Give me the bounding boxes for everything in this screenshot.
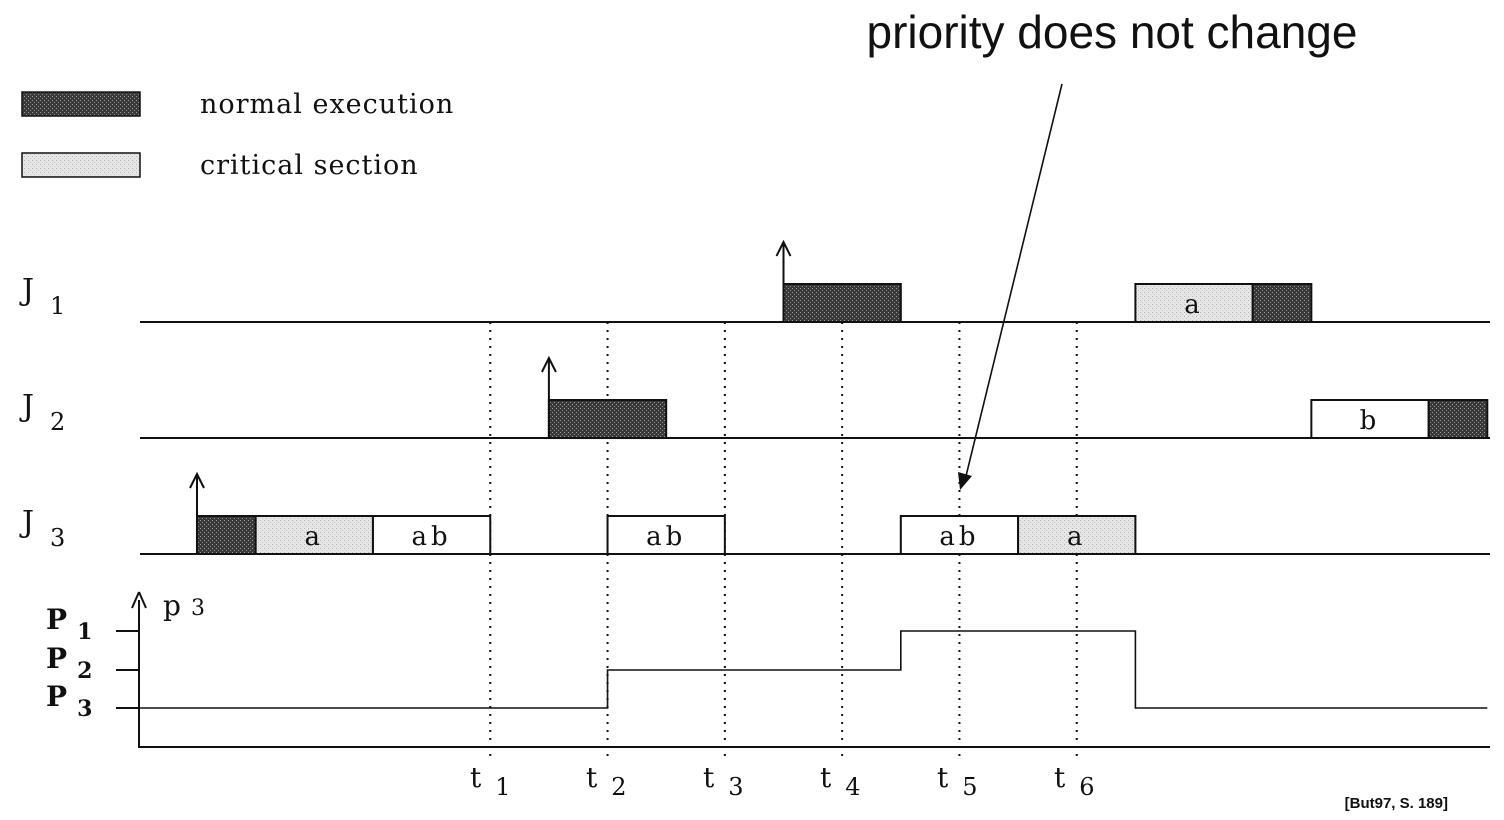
priority-step-line bbox=[138, 630, 1488, 709]
segment-job3-normal bbox=[196, 515, 257, 555]
segment-job2-plain bbox=[1310, 399, 1430, 439]
arrival-arrow-icon bbox=[189, 471, 205, 554]
segment-job3-plain bbox=[371, 515, 492, 555]
arrival-arrows bbox=[189, 239, 792, 554]
segment-job3-critical bbox=[1017, 515, 1137, 555]
segment-label: ab bbox=[646, 522, 686, 552]
segment-label: a bbox=[1067, 522, 1087, 552]
execution-segments: aba ab ab ab a bbox=[196, 283, 1489, 555]
segment-label: ab bbox=[939, 522, 979, 552]
segment-label: b bbox=[1360, 406, 1381, 436]
legend-label-critical: critical section bbox=[200, 150, 419, 181]
callout-title: priority does not change bbox=[867, 6, 1358, 58]
arrival-arrow-icon bbox=[775, 239, 792, 322]
segment-job3-plain bbox=[899, 515, 1020, 555]
segment-job2-normal bbox=[547, 399, 668, 439]
citation: [But97, S. 189] bbox=[1345, 795, 1448, 812]
priority-axis-arrow-icon bbox=[131, 591, 147, 609]
segment-job1-critical bbox=[1134, 283, 1254, 323]
segment-job3-critical bbox=[254, 515, 374, 555]
legend-swatch-normal bbox=[21, 91, 141, 117]
callout-arrowhead bbox=[958, 472, 972, 490]
legend: normal execution critical section bbox=[21, 89, 454, 181]
segment-job2-normal bbox=[1427, 399, 1489, 439]
segment-job3-plain bbox=[606, 515, 726, 555]
segment-label: ab bbox=[412, 522, 452, 552]
arrival-arrow-icon bbox=[541, 355, 557, 438]
segment-label: a bbox=[305, 522, 325, 552]
legend-label-normal: normal execution bbox=[200, 89, 454, 120]
segment-job1-normal bbox=[782, 283, 902, 323]
legend-swatch-critical bbox=[21, 152, 141, 178]
priority-p3-trace bbox=[138, 630, 1488, 709]
segment-job1-normal bbox=[1251, 283, 1313, 323]
segment-label: a bbox=[1184, 290, 1204, 320]
callout-pointer-line bbox=[965, 83, 1063, 477]
